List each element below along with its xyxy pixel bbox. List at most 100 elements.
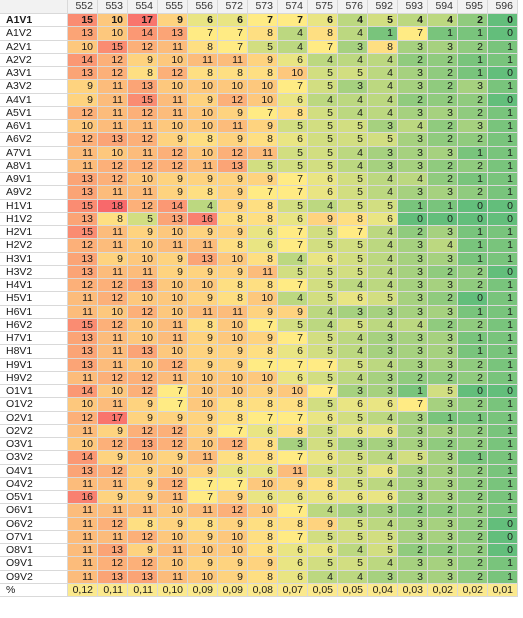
row-label: H1V2 xyxy=(0,212,68,226)
value-cell: 4 xyxy=(368,451,398,465)
value-cell: 4 xyxy=(368,557,398,571)
value-cell: 11 xyxy=(68,424,98,438)
value-cell: 9 xyxy=(188,424,218,438)
value-cell: 8 xyxy=(248,570,278,584)
value-cell: 5 xyxy=(278,146,308,160)
value-cell: 4 xyxy=(368,80,398,94)
value-cell: 9 xyxy=(248,53,278,67)
value-cell: 11 xyxy=(158,106,188,120)
value-cell: 2 xyxy=(458,517,488,531)
column-header: 593 xyxy=(398,0,428,14)
value-cell: 5 xyxy=(338,133,368,147)
value-cell: 11 xyxy=(68,517,98,531)
value-cell: 1 xyxy=(488,173,518,187)
value-cell: 12 xyxy=(98,279,128,293)
value-cell: 8 xyxy=(248,544,278,558)
value-cell: 1 xyxy=(458,53,488,67)
value-cell: 10 xyxy=(158,292,188,306)
value-cell: 13 xyxy=(158,27,188,41)
value-cell: 12 xyxy=(218,146,248,160)
value-cell: 7 xyxy=(278,239,308,253)
value-cell: 6 xyxy=(368,491,398,505)
value-cell: 12 xyxy=(128,199,158,213)
row-label: H9V1 xyxy=(0,358,68,372)
value-cell: 1 xyxy=(458,67,488,81)
value-cell: 4 xyxy=(278,252,308,266)
value-cell: 8 xyxy=(218,451,248,465)
value-cell: 3 xyxy=(428,358,458,372)
value-cell: 12 xyxy=(128,159,158,173)
row-label: H3V1 xyxy=(0,252,68,266)
value-cell: 9 xyxy=(128,53,158,67)
value-cell: 11 xyxy=(158,318,188,332)
value-cell: 1 xyxy=(488,318,518,332)
row-label: A6V1 xyxy=(0,120,68,134)
value-cell: 3 xyxy=(368,146,398,160)
value-cell: 8 xyxy=(218,398,248,412)
value-cell: 1 xyxy=(488,332,518,346)
value-cell: 0 xyxy=(488,199,518,213)
value-cell: 7 xyxy=(398,27,428,41)
value-cell: 2 xyxy=(458,504,488,518)
value-cell: 7 xyxy=(278,358,308,372)
value-cell: 3 xyxy=(428,477,458,491)
value-cell: 7 xyxy=(308,358,338,372)
value-cell: 9 xyxy=(188,530,218,544)
value-cell: 4 xyxy=(308,305,338,319)
value-cell: 11 xyxy=(98,239,128,253)
value-cell: 12 xyxy=(98,517,128,531)
footer-cell: 0,12 xyxy=(68,583,98,597)
value-cell: 2 xyxy=(458,265,488,279)
value-cell: 12 xyxy=(218,504,248,518)
value-cell: 6 xyxy=(368,424,398,438)
value-cell: 2 xyxy=(458,491,488,505)
value-cell: 4 xyxy=(368,226,398,240)
value-cell: 3 xyxy=(398,265,428,279)
value-cell: 11 xyxy=(98,398,128,412)
column-header: 574 xyxy=(278,0,308,14)
value-cell: 11 xyxy=(98,80,128,94)
value-cell: 10 xyxy=(128,318,158,332)
value-cell: 9 xyxy=(158,186,188,200)
value-cell: 12 xyxy=(68,239,98,253)
value-cell: 11 xyxy=(68,504,98,518)
row-label: A7V1 xyxy=(0,146,68,160)
row-label: O5V1 xyxy=(0,491,68,505)
value-cell: 3 xyxy=(368,120,398,134)
value-cell: 10 xyxy=(278,67,308,81)
value-cell: 8 xyxy=(248,252,278,266)
value-cell: 5 xyxy=(368,199,398,213)
value-cell: 0 xyxy=(488,517,518,531)
value-cell: 4 xyxy=(338,279,368,293)
value-cell: 10 xyxy=(218,252,248,266)
value-cell: 3 xyxy=(368,345,398,359)
column-header: 552 xyxy=(68,0,98,14)
value-cell: 13 xyxy=(128,570,158,584)
value-cell: 11 xyxy=(128,186,158,200)
value-cell: 16 xyxy=(188,212,218,226)
value-cell: 9 xyxy=(308,517,338,531)
value-cell: 3 xyxy=(428,398,458,412)
value-cell: 10 xyxy=(68,120,98,134)
row-label: H2V2 xyxy=(0,239,68,253)
value-cell: 3 xyxy=(338,438,368,452)
value-cell: 5 xyxy=(278,199,308,213)
value-cell: 2 xyxy=(398,226,428,240)
value-cell: 9 xyxy=(188,464,218,478)
value-cell: 3 xyxy=(428,252,458,266)
value-cell: 6 xyxy=(368,212,398,226)
value-cell: 3 xyxy=(398,239,428,253)
value-cell: 10 xyxy=(248,80,278,94)
value-cell: 12 xyxy=(128,133,158,147)
value-cell: 5 xyxy=(308,292,338,306)
value-cell: 7 xyxy=(248,318,278,332)
value-cell: 3 xyxy=(428,570,458,584)
value-cell: 11 xyxy=(158,40,188,54)
value-cell: 1 xyxy=(458,411,488,425)
value-cell: 2 xyxy=(458,424,488,438)
value-cell: 3 xyxy=(428,517,458,531)
value-cell: 9 xyxy=(128,411,158,425)
value-cell: 8 xyxy=(248,279,278,293)
value-cell: 10 xyxy=(188,80,218,94)
